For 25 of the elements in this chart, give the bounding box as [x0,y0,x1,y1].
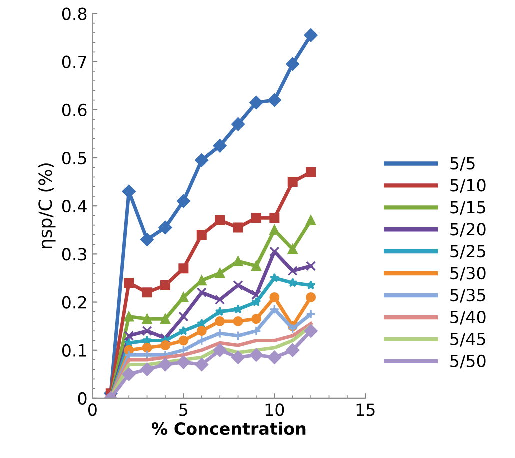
x-axis-title: % Concentration [152,422,306,436]
x-tick-label: 10 [266,404,284,416]
legend-label: 5/20 [450,223,486,238]
legend-label: 5/5 [450,157,475,172]
legend-label: 5/45 [450,333,486,347]
y-tick-label: 0.3 [62,248,87,261]
y-axis-title: ηsp/C (%) [38,164,56,248]
y-tick-label: 0.4 [62,200,87,213]
legend-label: 5/15 [450,201,486,216]
legend-label: 5/50 [450,354,486,369]
y-tick-label: 0 [78,392,87,406]
legend-label: 5/30 [450,267,486,281]
x-tick-label: 5 [180,404,188,416]
y-tick-label: 0.1 [62,344,86,357]
x-tick-label: 0 [88,404,97,416]
y-tick-label: 0.7 [62,56,86,68]
y-tick-label: 0.5 [62,152,86,165]
y-tick-label: 0.2 [62,296,86,309]
y-tick-label: 0.6 [62,104,87,116]
y-tick-label: 0.8 [62,8,87,20]
legend-label: 5/25 [450,245,486,259]
legend-label: 5/40 [450,310,486,325]
legend-label: 5/35 [450,288,486,303]
x-tick-label: 15 [356,404,375,416]
legend-label: 5/10 [450,179,486,194]
